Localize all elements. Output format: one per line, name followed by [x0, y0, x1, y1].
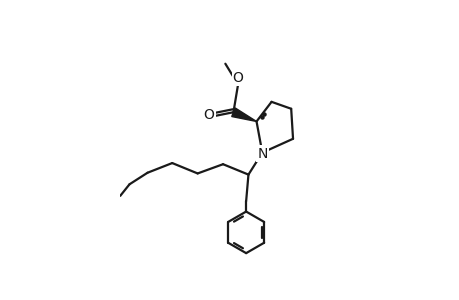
- Text: N: N: [257, 147, 267, 160]
- Polygon shape: [231, 108, 256, 122]
- Text: O: O: [232, 70, 243, 85]
- Text: O: O: [203, 108, 214, 122]
